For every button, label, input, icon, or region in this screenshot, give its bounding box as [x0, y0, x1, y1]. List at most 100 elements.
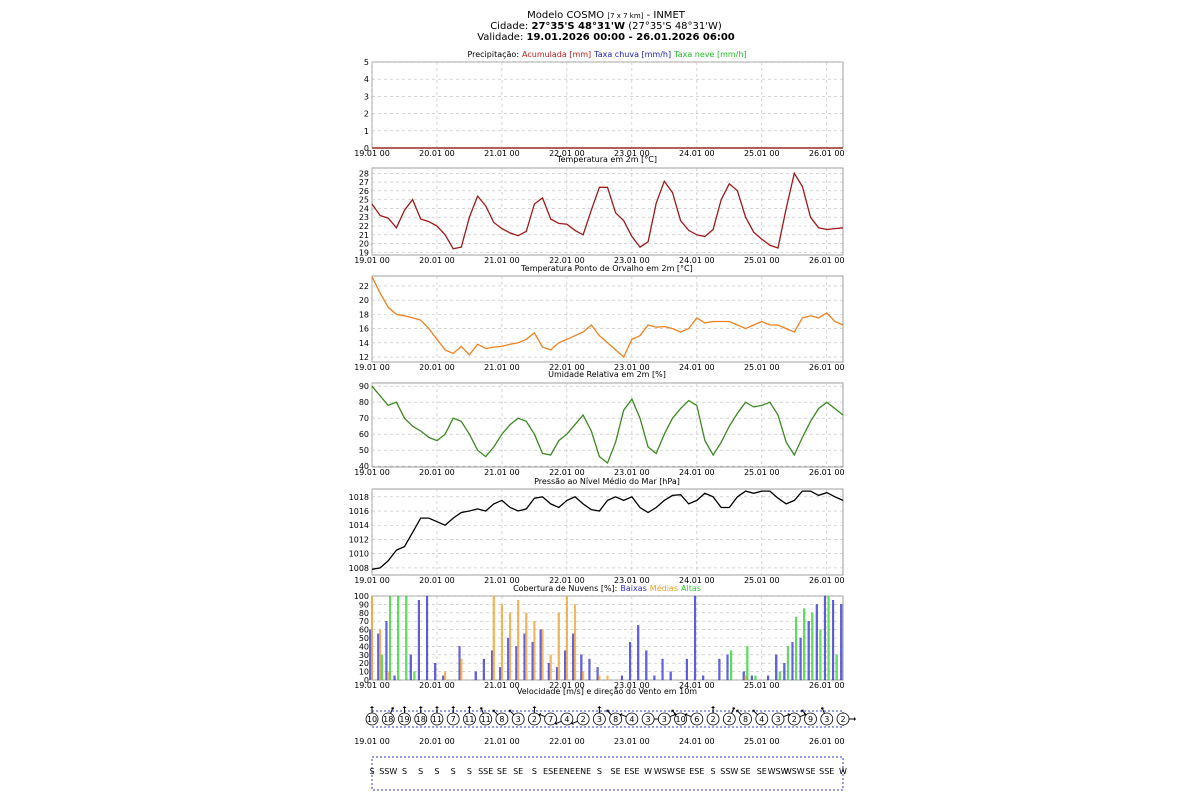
- y-tick-label: 24: [359, 204, 369, 213]
- wind-speed-label: 11: [432, 715, 442, 724]
- wind-direction-label: ESE: [689, 767, 704, 776]
- cloud-bar: [832, 600, 835, 681]
- wind-speed-circle: [625, 712, 639, 726]
- x-tick-label: 24.01 00: [679, 681, 715, 690]
- wind-speed-label: 2: [792, 715, 797, 724]
- y-tick-label: 60: [359, 430, 369, 439]
- x-tick-label: 19.01 00: [354, 149, 390, 158]
- cloud-bar: [596, 667, 599, 681]
- x-tick-label: 23.01 00: [614, 576, 650, 585]
- cloud-bar: [598, 675, 601, 681]
- wind-direction-label: W: [839, 767, 847, 776]
- cloud-bar: [775, 654, 778, 681]
- wind-direction-label: S: [418, 767, 423, 776]
- wind-arrow-head: [479, 706, 484, 710]
- cloud-bar: [474, 671, 477, 681]
- wind-arrow-head: [418, 706, 423, 708]
- wind-arrow-head: [402, 706, 407, 708]
- wind-speed-label: 2: [727, 715, 732, 724]
- cloud-bar: [547, 663, 550, 681]
- plot-frame: [371, 275, 844, 363]
- cloud-bar: [549, 654, 552, 681]
- city-label: Cidade:: [490, 21, 528, 32]
- cloud-bar: [573, 604, 577, 681]
- x-tick-label: 24.01 00: [679, 149, 715, 158]
- wind-direction-label: S: [402, 767, 407, 776]
- wind-direction-label: S: [597, 767, 602, 776]
- wind-speed-circle: [755, 712, 769, 726]
- cloud-bar: [460, 658, 463, 681]
- wind-arrow: [672, 710, 677, 716]
- x-tick-label: 26.01 00: [809, 149, 845, 158]
- cloud-bar: [580, 654, 583, 681]
- wind-arrow: [802, 710, 807, 716]
- x-tick-label: 19.01 00: [354, 737, 390, 746]
- wind-arrow-head: [736, 709, 740, 713]
- y-tick-label: 25: [359, 196, 369, 205]
- cloud-bar: [823, 595, 827, 681]
- wind-arrow: [572, 720, 578, 724]
- wind-direction-label: WSW: [768, 767, 789, 776]
- y-tick-label: 0: [364, 144, 369, 153]
- cloud-bar: [742, 671, 745, 681]
- x-tick-label: 19.01 00: [354, 256, 390, 265]
- cloud-bar: [827, 595, 830, 681]
- wind-speed-circle: [722, 712, 736, 726]
- wind-direction-label: S: [451, 767, 456, 776]
- x-tick-label: 22.01 00: [549, 363, 585, 372]
- y-tick-label: 26: [359, 187, 369, 196]
- wind-speed-circle: [771, 712, 785, 726]
- chart-title: Precipitação: Acumulada [mm] Taxa chuva [m…: [467, 50, 746, 59]
- wind-direction-label: SE: [513, 767, 523, 776]
- wind-speed-circle: [641, 712, 655, 726]
- x-tick-label: 26.01 00: [809, 468, 845, 477]
- chart-title: Umidade Relativa em 2m [%]: [548, 370, 666, 379]
- y-tick-label: 30: [359, 651, 369, 660]
- model: Modelo COSMO: [527, 10, 604, 21]
- wind-speed-circle: [528, 712, 541, 726]
- y-tick-label: 19: [359, 248, 369, 257]
- x-tick-label: 21.01 00: [484, 681, 520, 690]
- wind-speed-circle: [495, 712, 509, 726]
- cloud-bar: [492, 595, 495, 681]
- x-tick-label: 20.01 00: [419, 256, 455, 265]
- cloud-bar: [629, 642, 632, 681]
- city-coords: 27°35'S 48°31'W: [531, 21, 625, 32]
- wind-speed-circle: [657, 712, 671, 726]
- cloud-bar: [517, 600, 520, 681]
- wind-arrow: [822, 708, 825, 714]
- x-tick-label: 23.01 00: [614, 737, 650, 746]
- x-tick-label: 20.01 00: [419, 576, 455, 585]
- wind-arrow-head: [390, 706, 395, 710]
- cloud-bar: [767, 675, 770, 681]
- x-tick-label: 20.01 00: [419, 363, 455, 372]
- x-tick-label: 20.01 00: [419, 737, 455, 746]
- legend-entry: Baixas: [620, 584, 646, 593]
- cloud-bar: [533, 621, 536, 681]
- plot-frame: [371, 61, 844, 149]
- y-tick-label: 20: [359, 659, 369, 668]
- x-tick-label: 19.01 00: [354, 363, 390, 372]
- cloud-bar: [653, 675, 656, 681]
- cloud-bar: [405, 595, 408, 681]
- wind-direction-label: S: [369, 767, 374, 776]
- plot-frame: [371, 167, 844, 256]
- y-tick-label: 1014: [349, 521, 369, 530]
- cloud-bar: [799, 637, 802, 681]
- x-tick-label: 22.01 00: [549, 737, 585, 746]
- cloud-bar: [434, 663, 437, 681]
- data-line: [371, 276, 844, 359]
- y-tick-label: 1018: [349, 493, 369, 502]
- wind-speed-label: 3: [646, 715, 651, 724]
- wind-arrow-head: [619, 712, 623, 717]
- wind-arrow-head: [606, 709, 610, 713]
- chart-title: Pressão ao Nível Médio do Mar [hPa]: [534, 476, 680, 486]
- data-line: [371, 385, 844, 465]
- y-tick-label: 80: [359, 398, 369, 407]
- y-tick-label: 16: [359, 325, 369, 334]
- wind-arrow-head: [538, 712, 542, 717]
- wind-direction-label: W: [644, 767, 652, 776]
- source: - INMET: [647, 10, 686, 21]
- cloud-bar: [444, 671, 447, 681]
- wind-speed-circle: [446, 712, 460, 726]
